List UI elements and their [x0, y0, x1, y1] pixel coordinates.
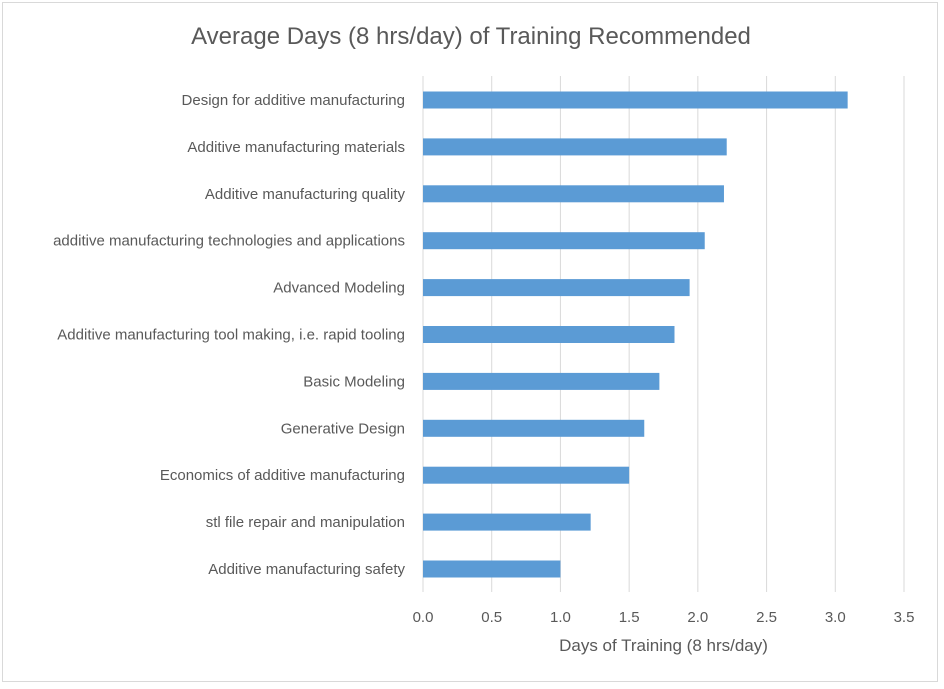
x-axis-title: Days of Training (8 hrs/day): [559, 636, 768, 655]
bar: [423, 91, 848, 109]
x-tick-label: 2.5: [756, 609, 777, 626]
x-tick-label: 2.0: [687, 609, 708, 626]
bar: [423, 560, 561, 578]
x-tick-label: 1.5: [619, 609, 640, 626]
x-tick-label: 3.5: [894, 609, 915, 626]
category-label: Additive manufacturing tool making, i.e.…: [57, 327, 405, 344]
bar: [423, 419, 645, 437]
bars: [423, 91, 848, 578]
bar: [423, 513, 591, 531]
chart-title: Average Days (8 hrs/day) of Training Rec…: [191, 23, 751, 50]
bar: [423, 466, 630, 484]
category-label: Advanced Modeling: [273, 280, 405, 297]
bar: [423, 232, 705, 250]
x-tick-label: 0.0: [413, 609, 434, 626]
bar: [423, 279, 690, 297]
category-label: Design for additive manufacturing: [182, 92, 405, 109]
category-label: additive manufacturing technologies and …: [53, 233, 405, 250]
category-label: stl file repair and manipulation: [206, 514, 405, 531]
bar: [423, 138, 727, 156]
x-axis-tick-labels: 0.0 0.5 1.0 1.5 2.0 2.5 3.0 3.5: [413, 609, 915, 626]
category-label: Basic Modeling: [303, 373, 405, 390]
x-tick-label: 0.5: [481, 609, 502, 626]
category-label: Economics of additive manufacturing: [160, 467, 405, 484]
category-label: Additive manufacturing safety: [208, 561, 405, 578]
x-tick-label: 3.0: [825, 609, 846, 626]
x-tick-label: 1.0: [550, 609, 571, 626]
category-label: Additive manufacturing materials: [187, 139, 405, 156]
category-label: Generative Design: [281, 420, 405, 437]
bar: [423, 326, 675, 343]
category-labels: Design for additive manufacturing Additiv…: [53, 92, 405, 578]
bar: [423, 372, 660, 390]
bar: [423, 185, 724, 203]
category-label: Additive manufacturing quality: [205, 186, 406, 203]
